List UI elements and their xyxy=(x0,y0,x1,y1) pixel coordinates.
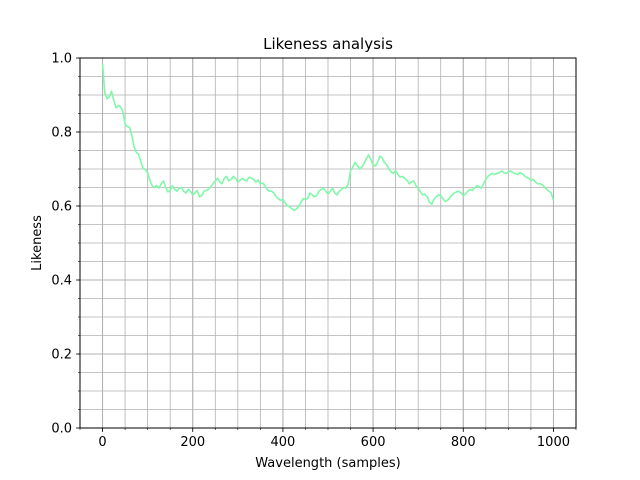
y-tick-label: 0.0 xyxy=(51,422,72,437)
x-tick-label: 400 xyxy=(270,435,295,450)
y-tick-label: 0.4 xyxy=(51,274,72,289)
x-axis-ticks: 0 200 400 600 800 1000 xyxy=(79,428,577,450)
y-axis-ticks: 0.0 0.2 0.4 0.6 0.8 1.0 xyxy=(51,52,80,437)
y-axis-label: Likeness xyxy=(30,215,45,271)
likeness-series-line xyxy=(101,63,555,212)
x-tick-label: 800 xyxy=(451,435,476,450)
chart-title: Likeness analysis xyxy=(263,35,393,53)
series-layer xyxy=(101,63,555,212)
minor-grid xyxy=(79,57,577,429)
y-tick-label: 0.6 xyxy=(51,200,72,215)
x-tick-label: 600 xyxy=(361,435,386,450)
x-tick-label: 200 xyxy=(180,435,205,450)
y-tick-label: 0.8 xyxy=(51,126,72,141)
x-tick-label: 0 xyxy=(98,435,106,450)
y-tick-label: 1.0 xyxy=(51,52,72,67)
x-axis-label: Wavelength (samples) xyxy=(255,456,400,471)
x-tick-label: 1000 xyxy=(537,435,570,450)
y-tick-label: 0.2 xyxy=(51,348,72,363)
